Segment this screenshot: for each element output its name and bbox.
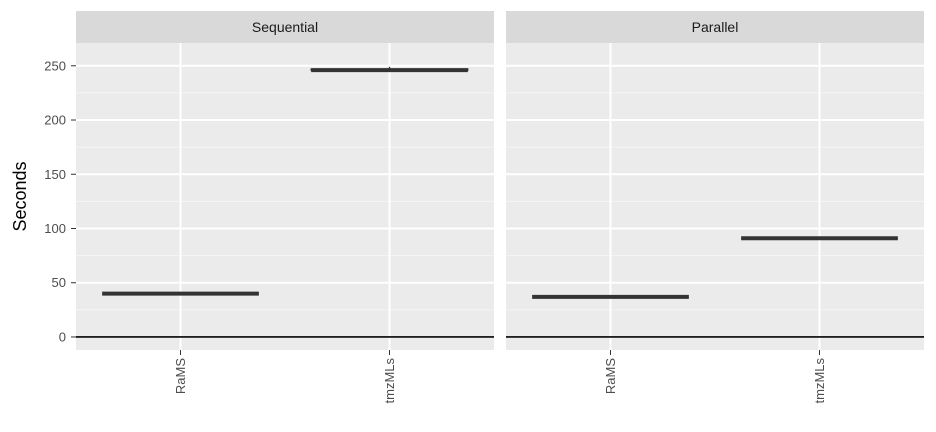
y-tick-label: 150 [44,167,66,182]
y-tick-label: 0 [59,329,66,344]
y-tick-label: 250 [44,58,66,73]
facet-label-sequential: Sequential [252,19,318,35]
panel-background-sequential [76,43,494,350]
x-tick-label: tmzMLs [812,358,827,404]
facet-label-parallel: Parallel [692,19,739,35]
facet-strip-parallel [506,11,924,43]
panel-background-parallel [506,43,924,350]
y-axis-title: Seconds [10,161,30,231]
x-tick-label: RaMS [173,358,188,394]
x-tick-label: tmzMLs [382,358,397,404]
y-tick-label: 100 [44,221,66,236]
facet-strip-sequential [76,11,494,43]
x-tick-label: RaMS [603,358,618,394]
y-tick-label: 200 [44,113,66,128]
y-tick-label: 50 [52,275,66,290]
